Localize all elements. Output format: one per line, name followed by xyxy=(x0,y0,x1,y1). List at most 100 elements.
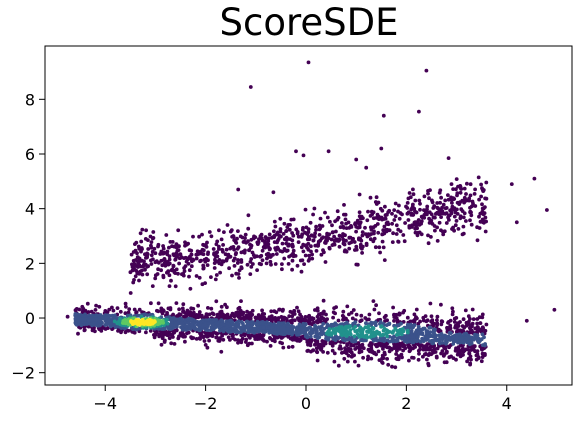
scatter-point xyxy=(139,239,144,244)
scatter-point xyxy=(414,210,419,215)
scatter-point xyxy=(306,60,311,65)
scatter-point xyxy=(364,241,369,246)
scatter-point xyxy=(143,237,148,241)
scatter-point xyxy=(347,312,351,317)
scatter-point xyxy=(128,270,133,275)
scatter-point xyxy=(446,320,450,325)
scatter-point xyxy=(97,318,102,323)
scatter-point xyxy=(309,244,313,249)
scatter-point xyxy=(374,303,378,308)
scatter-point xyxy=(73,308,78,313)
scatter-point xyxy=(291,248,296,253)
scatter-point xyxy=(290,267,294,272)
scatter-point xyxy=(332,238,337,243)
scatter-point xyxy=(461,224,466,229)
scatter-point xyxy=(194,274,199,278)
scatter-point xyxy=(250,341,254,346)
scatter-point xyxy=(427,351,432,356)
scatter-point xyxy=(405,211,410,216)
scatter-point xyxy=(377,341,382,345)
scatter-point xyxy=(173,284,178,289)
scatter-point xyxy=(386,362,391,367)
scatter-point xyxy=(363,232,368,237)
scatter-point xyxy=(451,187,455,192)
scatter-point xyxy=(194,337,199,341)
scatter-point xyxy=(255,268,259,272)
scatter-point xyxy=(198,259,203,264)
scatter-point xyxy=(409,211,414,216)
scatter-point xyxy=(258,254,262,259)
scatter-point xyxy=(299,233,304,238)
scatter-point xyxy=(221,337,226,342)
scatter-point xyxy=(188,286,193,291)
scatter-point xyxy=(214,273,219,277)
scatter-point xyxy=(369,356,374,361)
scatter-point xyxy=(480,351,485,356)
scatter-point xyxy=(157,332,162,337)
scatter-point xyxy=(186,256,191,261)
scatter-point xyxy=(274,248,278,252)
scatter-point xyxy=(127,307,132,311)
scatter-point xyxy=(477,214,481,219)
y-tick-label: 4 xyxy=(25,200,35,219)
scatter-point xyxy=(301,153,306,158)
scatter-point xyxy=(280,262,284,266)
scatter-point xyxy=(483,215,488,220)
scatter-point xyxy=(338,225,343,230)
scatter-point xyxy=(366,347,371,352)
scatter-point xyxy=(351,326,356,331)
scatter-point xyxy=(301,242,306,247)
scatter-point xyxy=(464,219,468,223)
scatter-point xyxy=(406,218,411,222)
scatter-point xyxy=(236,229,240,234)
scatter-point xyxy=(303,253,308,258)
scatter-point xyxy=(375,212,380,217)
scatter-point xyxy=(345,304,350,309)
scatter-point xyxy=(390,364,394,369)
scatter-point xyxy=(433,335,438,340)
scatter-point xyxy=(218,270,223,275)
plot-area-frame xyxy=(44,45,573,386)
scatter-point xyxy=(257,237,261,242)
scatter-point xyxy=(416,357,421,362)
scatter-point xyxy=(152,246,157,251)
scatter-point xyxy=(444,221,449,225)
scatter-point xyxy=(377,311,381,316)
scatter-point xyxy=(368,341,373,345)
scatter-point xyxy=(453,223,458,228)
scatter-point xyxy=(169,341,174,346)
scatter-point xyxy=(207,312,212,317)
scatter-point xyxy=(409,206,414,211)
scatter-point xyxy=(272,219,277,224)
scatter-point xyxy=(149,245,154,250)
scatter-point xyxy=(353,248,357,252)
scatter-point xyxy=(443,336,448,341)
scatter-point xyxy=(458,184,463,188)
scatter-point xyxy=(380,360,384,364)
scatter-point xyxy=(383,216,388,221)
scatter-point xyxy=(126,320,130,325)
scatter-point xyxy=(373,245,378,250)
scatter-point xyxy=(224,247,229,252)
scatter-point xyxy=(248,85,253,89)
scatter-point xyxy=(94,303,98,308)
scatter-point xyxy=(392,319,396,323)
scatter-point xyxy=(133,274,138,279)
scatter-point xyxy=(459,187,464,191)
scatter-point xyxy=(201,266,206,271)
scatter-point xyxy=(424,68,429,73)
scatter-point xyxy=(383,204,387,209)
scatter-point xyxy=(353,359,357,364)
scatter-point xyxy=(483,229,488,234)
scatter-point xyxy=(133,258,138,262)
scatter-point xyxy=(378,250,382,255)
scatter-point xyxy=(356,341,361,345)
scatter-point xyxy=(309,330,313,335)
scatter-point xyxy=(380,239,385,244)
scatter-point xyxy=(239,266,244,271)
scatter-point xyxy=(464,192,468,196)
scatter-point xyxy=(437,190,442,195)
scatter-point xyxy=(287,227,292,232)
scatter-point xyxy=(300,228,305,232)
scatter-point xyxy=(249,265,254,269)
